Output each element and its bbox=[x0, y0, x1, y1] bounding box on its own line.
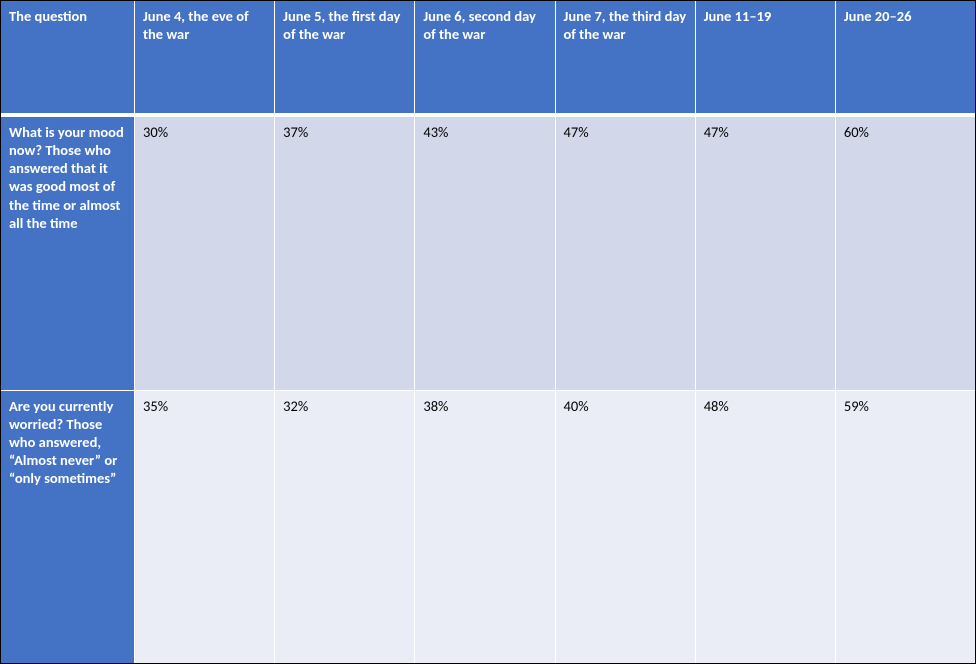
cell-mood-june4: 30% bbox=[134, 117, 274, 390]
cell-worried-june20-26: 59% bbox=[835, 391, 975, 664]
cell-mood-june11-19: 47% bbox=[695, 117, 835, 390]
cell-worried-june11-19: 48% bbox=[695, 391, 835, 664]
col-header-june6: June 6, second day of the war bbox=[414, 1, 554, 113]
cell-mood-june20-26: 60% bbox=[835, 117, 975, 390]
cell-worried-june5: 32% bbox=[274, 391, 414, 664]
col-header-june4: June 4, the eve of the war bbox=[134, 1, 274, 113]
row-question-mood: What is your mood now? Those who answere… bbox=[1, 117, 134, 390]
table-row: Are you currently worried? Those who ans… bbox=[1, 390, 975, 664]
survey-table: The question June 4, the eve of the war … bbox=[0, 0, 976, 664]
cell-mood-june5: 37% bbox=[274, 117, 414, 390]
col-header-june5: June 5, the first day of the war bbox=[274, 1, 414, 113]
col-header-june20-26: June 20–26 bbox=[835, 1, 975, 113]
cell-mood-june6: 43% bbox=[414, 117, 554, 390]
cell-worried-june4: 35% bbox=[134, 391, 274, 664]
col-header-june11-19: June 11–19 bbox=[695, 1, 835, 113]
table-row: What is your mood now? Those who answere… bbox=[1, 116, 975, 390]
row-question-worried: Are you currently worried? Those who ans… bbox=[1, 391, 134, 664]
col-header-june7: June 7, the third day of the war bbox=[555, 1, 695, 113]
cell-worried-june7: 40% bbox=[555, 391, 695, 664]
cell-mood-june7: 47% bbox=[555, 117, 695, 390]
table-header-row: The question June 4, the eve of the war … bbox=[1, 1, 975, 113]
col-header-question: The question bbox=[1, 1, 134, 113]
cell-worried-june6: 38% bbox=[414, 391, 554, 664]
